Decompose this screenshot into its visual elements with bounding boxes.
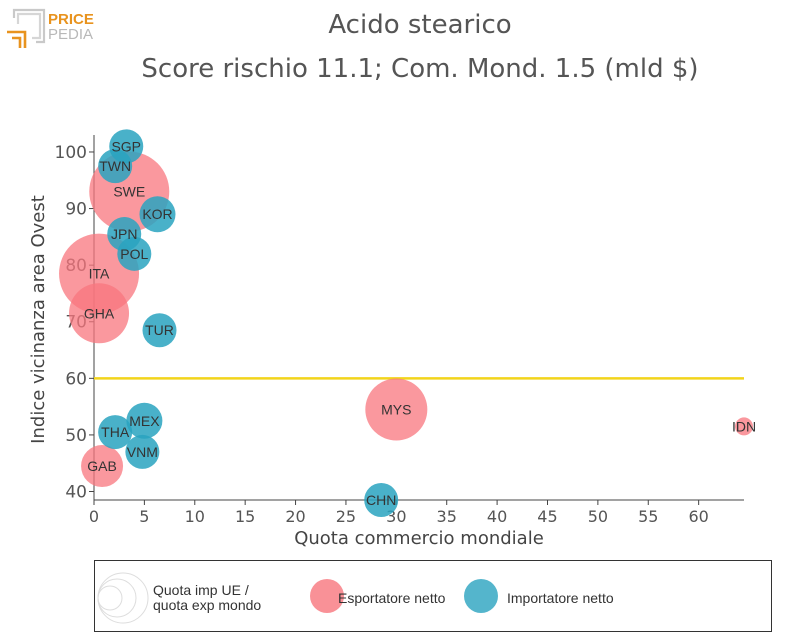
x-tick-label: 50: [588, 507, 608, 526]
legend-exporter-label: Esportatore netto: [338, 590, 446, 606]
bubble-label-twn: TWN: [99, 158, 131, 174]
chart-subtitle: Score rischio 11.1; Com. Mond. 1.5 (mld …: [141, 54, 699, 84]
bubble-kor: [139, 196, 176, 233]
legend-exporter-marker: [310, 579, 344, 613]
pricepedia-logo: PRICE PEDIA: [6, 8, 106, 50]
x-tick-label: 0: [89, 507, 99, 526]
bubble-label-jpn: JPN: [111, 226, 137, 242]
bubble-label-mys: MYS: [381, 401, 411, 417]
x-tick-label: 55: [638, 507, 658, 526]
x-tick-label: 15: [235, 507, 255, 526]
pricepedia-logo-mark: PRICE PEDIA: [7, 8, 94, 48]
bubble-mex: [126, 402, 163, 439]
bubble-idn: [735, 417, 753, 436]
bubble-label-gha: GHA: [84, 305, 115, 321]
x-tick-label: 10: [185, 507, 205, 526]
y-tick-label: 60: [65, 369, 87, 389]
x-tick-label: 40: [487, 507, 507, 526]
y-axis-title: Indice vicinanza area Ovest: [28, 195, 49, 444]
logo-word-pedia: PEDIA: [48, 26, 93, 43]
bubble-label-tha: THA: [101, 424, 130, 440]
bubble-twn: [98, 149, 133, 184]
chart-title: Acido stearico: [328, 10, 512, 40]
legend-size-label: Quota imp UE / quota exp mondo: [153, 583, 261, 613]
bubble-label-mex: MEX: [129, 413, 160, 429]
bubble-label-sgp: SGP: [111, 138, 141, 154]
bubble-label-gab: GAB: [87, 458, 117, 474]
bubble-tur: [142, 313, 177, 348]
y-tick-label: 100: [55, 143, 87, 163]
logo-word-price: PRICE: [48, 11, 94, 28]
x-axis-title: Quota commercio mondiale: [294, 528, 544, 549]
legend-size-label-line2: quota exp mondo: [153, 597, 262, 613]
legend-importer-label: Importatore netto: [507, 590, 614, 606]
legend-size-label-line1: Quota imp UE /: [153, 582, 249, 598]
legend-importer-marker: [464, 579, 498, 613]
x-tick-label: 5: [139, 507, 149, 526]
x-tick-label: 60: [688, 507, 708, 526]
bubble-label-swe: SWE: [113, 184, 145, 200]
legend-size-circle-medium: [97, 578, 137, 618]
bubble-label-tur: TUR: [145, 322, 174, 338]
bubble-gab: [81, 445, 124, 488]
bubble-label-vnm: VNM: [127, 444, 158, 460]
bubble-label-ita: ITA: [89, 266, 110, 282]
y-tick-label: 50: [65, 426, 87, 446]
y-tick-label: 40: [65, 483, 87, 503]
legend-size-circle-small: [97, 585, 123, 611]
legend: Quota imp UE / quota exp mondo Esportato…: [94, 560, 772, 632]
plot-area: 405060708090100051015202530354045505560Q…: [28, 129, 756, 549]
bubble-tha: [98, 415, 133, 450]
x-tick-label: 20: [285, 507, 305, 526]
bubble-chn: [364, 483, 399, 517]
bubble-vnm: [125, 434, 160, 469]
legend-symbols: [97, 572, 498, 624]
bubble-label-idn: IDN: [732, 418, 756, 434]
bubble-label-chn: CHN: [366, 492, 396, 508]
bubble-label-pol: POL: [120, 246, 148, 262]
x-tick-label: 45: [537, 507, 557, 526]
x-tick-label: 35: [437, 507, 457, 526]
bubble-gha: [69, 283, 130, 344]
x-tick-label: 25: [336, 507, 356, 526]
y-tick-label: 90: [65, 200, 87, 220]
bubble-mys: [365, 378, 428, 441]
scatter-chart: 405060708090100051015202530354045505560Q…: [28, 129, 756, 549]
bubble-label-kor: KOR: [142, 206, 172, 222]
bubble-pol: [117, 236, 152, 271]
